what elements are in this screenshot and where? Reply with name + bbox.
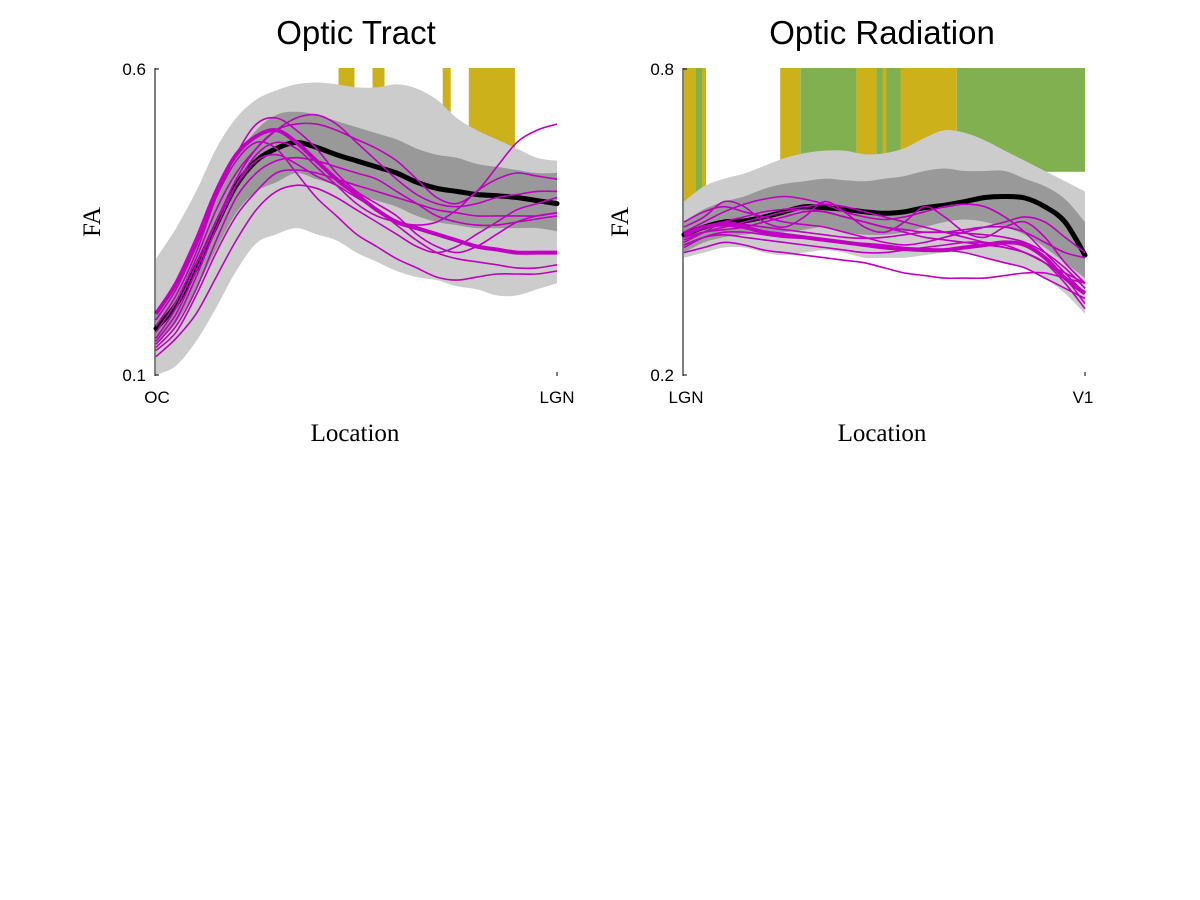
patient-line (154, 128, 557, 315)
control-mean-line (153, 139, 560, 331)
x-axis-label: Location (311, 420, 400, 447)
y-axis-label: FA (79, 207, 106, 237)
significance-bar (882, 68, 887, 193)
control-range-band-inner (156, 111, 557, 345)
patient-line (683, 230, 1086, 300)
patient-line (683, 200, 1086, 284)
patient-line (683, 205, 1086, 254)
patient-line (155, 169, 558, 352)
y-tick-label-top: 0.8 (650, 60, 674, 79)
y-axis-label: FA (607, 207, 634, 237)
optic-tract-panel: Optic Tract 0.6 0.1 OC LGN FA Location (79, 14, 574, 447)
patient-line (683, 210, 1086, 259)
patient-line (683, 195, 1086, 294)
patient-line (683, 241, 1086, 284)
y-tick-label-top: 0.6 (122, 60, 146, 79)
x-axis-label: Location (838, 420, 927, 447)
patient-line (683, 203, 1086, 310)
patient-line (683, 222, 1087, 296)
chart-title: Optic Tract (276, 14, 436, 51)
patient-line (155, 141, 558, 345)
y-tick-label-bottom: 0.2 (650, 366, 674, 385)
plot-area (681, 68, 1088, 314)
patient-line (155, 113, 558, 333)
chart-title: Optic Radiation (769, 14, 995, 51)
optic-radiation-panel: Optic Radiation 0.8 0.2 LGN V1 FA Locati… (607, 14, 1093, 447)
significance-bar (876, 68, 883, 193)
plot-area (153, 68, 560, 375)
x-tick-label-left: OC (144, 388, 170, 407)
x-tick-label-left: LGN (669, 388, 704, 407)
significance-bar (696, 68, 702, 226)
significance-bar (442, 68, 451, 139)
patient-line (155, 156, 558, 349)
x-tick-label-right: LGN (540, 388, 575, 407)
patient-line (155, 122, 558, 342)
patient-line (155, 141, 558, 321)
significance-bar (702, 68, 706, 226)
x-tick-label-right: V1 (1073, 388, 1094, 407)
y-tick-label-bottom: 0.1 (122, 366, 146, 385)
